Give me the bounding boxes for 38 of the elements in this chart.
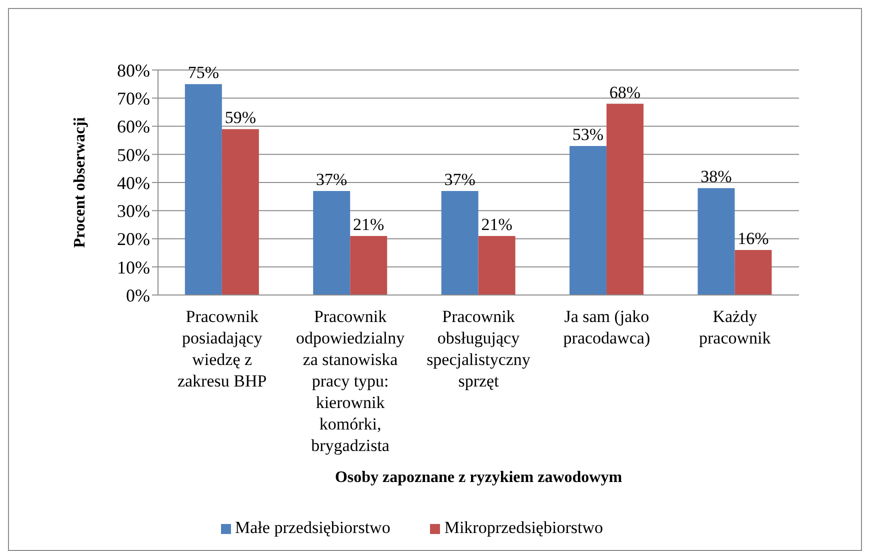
data-label: 68% bbox=[609, 82, 641, 102]
data-label: 75% bbox=[188, 63, 220, 82]
data-label: 37% bbox=[316, 170, 348, 189]
legend-label: Mikroprzedsiębiorstwo bbox=[444, 518, 603, 537]
bar bbox=[350, 236, 388, 295]
x-tick-label: Każdy pracownik bbox=[699, 307, 772, 348]
data-label: 59% bbox=[224, 108, 256, 128]
data-label: 38% bbox=[700, 167, 732, 186]
x-tick-label: Pracownik posiadający wiedzę z zakresu BHP bbox=[177, 307, 267, 390]
y-tick-label: 40% bbox=[117, 172, 150, 193]
y-tick-label: 10% bbox=[117, 257, 150, 278]
bar bbox=[698, 188, 735, 295]
bar bbox=[734, 250, 772, 295]
data-label: 21% bbox=[481, 214, 512, 234]
bar bbox=[606, 104, 644, 295]
bar bbox=[570, 146, 607, 295]
y-tick-label: 80% bbox=[117, 60, 150, 80]
data-label: 16% bbox=[738, 229, 769, 248]
bar bbox=[222, 129, 259, 295]
y-tick-label: 20% bbox=[117, 229, 150, 250]
data-label: 21% bbox=[353, 214, 384, 234]
bar bbox=[313, 190, 350, 295]
y-tick-label: 50% bbox=[117, 144, 150, 165]
data-label: 53% bbox=[572, 124, 604, 144]
x-tick-label: Ja sam (jako pracodawca) bbox=[563, 307, 650, 348]
y-tick-label: 0% bbox=[126, 285, 150, 306]
x-tick-label: Pracownik odpowiedzialny za stanowiska pracy typu: kierownik komórki, brygadzista bbox=[296, 307, 406, 455]
bar bbox=[441, 190, 478, 295]
bar bbox=[478, 236, 516, 295]
x-axis-title: Osoby zapoznane z ryzykiem zawodowym bbox=[334, 469, 623, 486]
legend-label: Małe przedsiębiorstwo bbox=[235, 518, 390, 537]
y-tick-label: 30% bbox=[117, 201, 150, 222]
y-tick-label: 70% bbox=[117, 88, 150, 109]
x-tick-label: Pracownik obsługujący specjalistyczny sprzęt bbox=[426, 307, 531, 390]
data-label: 37% bbox=[444, 170, 476, 189]
y-tick-label: 60% bbox=[117, 116, 150, 137]
bar bbox=[184, 84, 222, 295]
y-axis-title: Procent obserwacji bbox=[72, 116, 89, 248]
